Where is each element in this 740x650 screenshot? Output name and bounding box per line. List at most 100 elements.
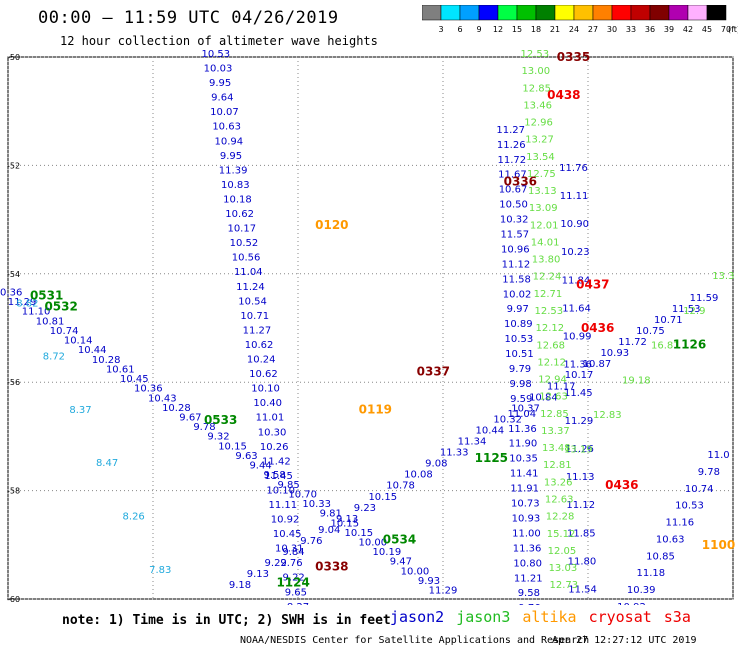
wave-height-value: 11.11 [560,191,589,202]
colorbar-tick-label: 21 [550,25,560,34]
pass-time-label: 1124 [276,576,309,590]
wave-height-value: 11.12 [502,259,531,270]
wave-height-value: 10.56 [232,253,261,264]
legend-entry-jason3: jason3 [456,608,511,626]
wave-height-value: 10.73 [511,499,540,510]
pass-time-label: 1126 [673,337,706,351]
wave-height-value: 12.75 [527,169,556,180]
wave-height-value: 10.85 [646,551,675,562]
wave-height-value: 13.37 [541,426,570,437]
wave-height-value: 11.12 [566,500,595,511]
wave-height-value: 11.53 [672,304,701,315]
wave-height-value: 19.18 [622,375,651,386]
wave-height-value: 12.01 [530,220,559,231]
wave-height-value: 11.67 [498,170,527,181]
lat-tick-label: -50 [7,53,20,62]
wave-height-value: 10.93 [600,348,629,359]
wave-height-value: 10.17 [565,370,594,381]
wave-height-value: 10.70 [288,489,317,500]
wave-height-value: 13.13 [528,186,557,197]
wave-height-value: 8.47 [96,458,118,469]
wave-height-value: 11.27 [243,325,272,336]
wave-height-value: 10.53 [202,49,231,60]
wave-height-value: 9.81 [320,509,342,520]
wave-height-value: 12.96 [524,118,553,129]
wave-height-value: 10.32 [493,414,522,425]
wave-height-value: 10.28 [92,355,121,366]
wave-height-value: 10.93 [512,513,541,524]
wave-height-value: 15.12 [547,529,576,540]
wave-height-value: 10.43 [148,393,177,404]
wave-height-value: 11.04 [234,267,263,278]
wave-height-value: 8.82 [16,298,38,309]
wave-height-value: 11.16 [666,518,695,529]
wave-height-value: 11.36 [513,543,542,554]
wave-height-value: 10.39 [627,585,656,596]
wave-height-value: 13.27 [525,135,554,146]
wave-height-value: 10.10 [266,485,295,496]
lat-tick-label: -60 [7,595,20,604]
wave-height-value: 13.3 [712,271,734,282]
pass-time-label: 0338 [315,559,348,573]
wave-height-value: 9.13 [247,569,269,580]
lon-tick-label: 87 [583,604,593,605]
wave-height-value: 10.24 [247,355,276,366]
wave-height-value: 10.02 [503,289,532,300]
colorbar-tick-label: 45 [702,25,712,34]
wave-height-value: 10.37 [511,403,540,414]
wave-height-value: 12.73 [550,580,579,591]
wave-height-value: 13.54 [526,152,555,163]
wave-height-value: 9.58 [518,588,540,599]
wave-height-value: 9.76 [300,536,322,547]
wave-height-value: 11.11 [269,500,298,511]
wave-height-value: 11.27 [496,125,525,136]
pass-time-label: 0436 [605,478,638,492]
lat-tick-label: -54 [7,270,20,279]
wave-height-value: 11.72 [618,337,647,348]
wave-height-value: 10.90 [560,219,589,230]
wave-height-value: 13.80 [532,255,561,266]
wave-height-value: 10.50 [499,200,528,211]
wave-height-value: 10.63 [212,122,241,133]
wave-height-value: 10.00 [359,537,388,548]
wave-height-value: 11.33 [440,448,469,459]
lon-tick-label: 75 [3,604,13,605]
wave-height-value: 12.83 [593,410,622,421]
wave-height-value: 12.68 [536,340,565,351]
wave-height-value: 9.47 [390,557,412,568]
wave-height-value: 10.07 [210,107,239,118]
wave-height-value: 10.33 [302,499,331,510]
wave-height-value: 10.45 [273,529,302,540]
wave-height-value: 10.62 [249,369,278,380]
wave-height-value: 9.95 [209,78,231,89]
colorbar-tick-label: 27 [588,25,598,34]
colorbar-tick-label: 70 [721,25,731,34]
timestamp: Apr 27 12:27:12 UTC 2019 [552,635,697,646]
wave-height-value: 9.04 [318,525,340,536]
colorbar-tick-label: 36 [645,25,655,34]
pass-time-label: 0531 [30,288,63,302]
pass-time-label: 0120 [315,218,348,232]
page-subtitle: 12 hour collection of altimeter wave hei… [60,34,378,48]
wave-height-value: 10.99 [563,332,592,343]
wave-height-value: 9.63 [235,451,257,462]
colorbar-tick-label: 15 [512,25,522,34]
pass-time-label: 0335 [557,50,590,64]
wave-height-value: 11.64 [562,303,591,314]
wave-height-value: 10.92 [617,602,646,605]
wave-height-value: 14.01 [531,237,560,248]
wave-height-value: 11.76 [559,163,588,174]
pass-time-label: 0337 [417,364,450,378]
wave-height-value: 9.18 [229,580,251,591]
wave-height-value: 10.30 [258,427,287,438]
wave-height-value: 11.58 [502,274,531,285]
pass-time-label: 0336 [504,175,537,189]
lon-tick-label: 81 [293,604,303,605]
wave-height-value: 10.15 [330,518,359,529]
wave-height-value: 10.44 [476,425,505,436]
colorbar-tick-label: 30 [607,25,617,34]
wave-height-value: 9.76 [280,558,302,569]
wave-height-value: 10.74 [685,484,714,495]
wave-height-value: 9.22 [265,558,287,569]
wave-height-value: 10.31 [275,544,304,555]
